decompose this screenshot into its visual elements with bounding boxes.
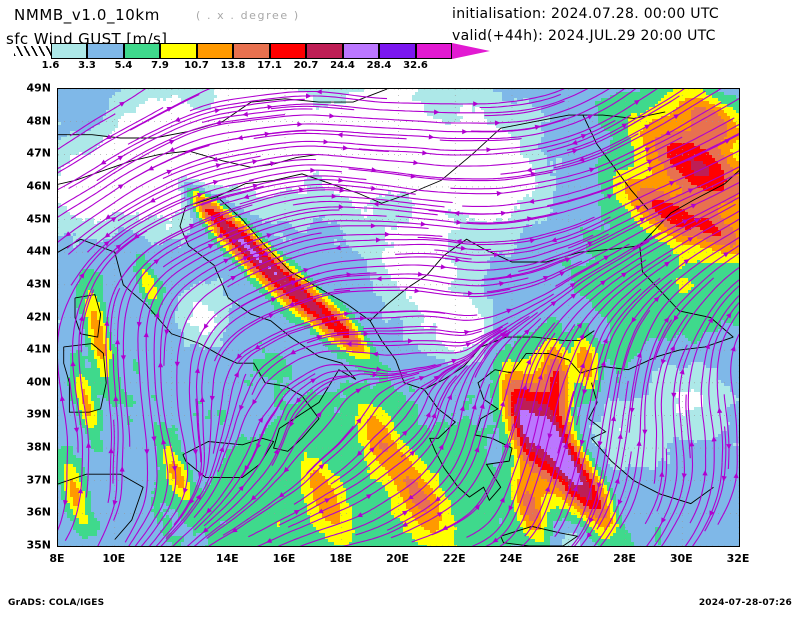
y-axis-label-43N: 43N xyxy=(26,277,51,291)
x-axis-label-14E: 14E xyxy=(215,552,239,565)
colorbar-segment-5 xyxy=(196,43,233,59)
colorbar-segment-10 xyxy=(379,43,416,59)
colorbar-tick-32.6: 32.6 xyxy=(403,60,428,71)
colorbar-tick-17.1: 17.1 xyxy=(257,60,282,71)
x-axis-label-26E: 26E xyxy=(556,552,580,565)
colorbar-tick-5.4: 5.4 xyxy=(114,60,133,71)
y-axis-label-36N: 36N xyxy=(26,505,51,519)
colorbar-tick-20.7: 20.7 xyxy=(293,60,319,71)
colorbar-tick-13.8: 13.8 xyxy=(220,60,246,71)
y-axis-label-40N: 40N xyxy=(26,375,51,389)
x-axis-label-24E: 24E xyxy=(499,552,523,565)
colorbar-over-arrow xyxy=(452,43,490,59)
y-axis-label-37N: 37N xyxy=(26,473,51,487)
y-axis-label-48N: 48N xyxy=(26,114,51,128)
render-timestamp: 2024-07-28-07:26 xyxy=(698,598,792,608)
colorbar-tick-3.3: 3.3 xyxy=(78,60,96,71)
x-axis-label-12E: 12E xyxy=(159,552,182,565)
x-axis-label-10E: 10E xyxy=(102,552,126,565)
x-axis-label-20E: 20E xyxy=(386,552,409,565)
model-title: NMMB_v1.0_10km xyxy=(14,6,160,24)
colorbar: 1.6 3.3 5.4 7.9 10.7 13.8 17.1 20.7 24.4 28.4 32.6 xyxy=(14,43,490,71)
colorbar-segment-6 xyxy=(233,43,270,59)
x-axis-label-8E: 8E xyxy=(49,552,65,565)
x-axis-label-22E: 22E xyxy=(442,552,466,565)
initialisation-time: initialisation: 2024.07.28. 00:00 UTC xyxy=(452,6,719,22)
wind-gust-field xyxy=(58,89,739,546)
x-axis-label-18E: 18E xyxy=(329,552,353,565)
valid-time: valid(+44h): 2024.JUL.29 20:00 UTC xyxy=(452,28,716,44)
y-axis-label-44N: 44N xyxy=(26,244,51,258)
colorbar-tick-1.6: 1.6 xyxy=(41,60,60,71)
y-axis-label-38N: 38N xyxy=(26,440,51,454)
x-axis-label-30E: 30E xyxy=(669,552,693,565)
y-axis-label-42N: 42N xyxy=(26,310,51,323)
credit-label: GrADS: COLA/IGES xyxy=(8,598,105,608)
colorbar-segment-11 xyxy=(415,43,452,59)
y-axis-label-39N: 39N xyxy=(26,407,51,421)
colorbar-segment-3 xyxy=(123,43,160,59)
colorbar-tick-10.7: 10.7 xyxy=(184,60,209,71)
map-plot-area xyxy=(57,88,740,547)
x-axis-label-16E: 16E xyxy=(272,552,296,565)
colorbar-segment-4 xyxy=(160,43,197,59)
colorbar-tick-28.4: 28.4 xyxy=(366,60,392,71)
y-axis-label-45N: 45N xyxy=(26,212,51,226)
x-axis-label-32E: 32E xyxy=(726,552,750,565)
colorbar-segment-0 xyxy=(14,46,51,56)
colorbar-tick-24.4: 24.4 xyxy=(330,60,355,71)
colorbar-segment-8 xyxy=(306,43,343,59)
colorbar-segment-1 xyxy=(50,43,87,59)
colorbar-segment-7 xyxy=(269,43,306,59)
colorbar-tick-7.9: 7.9 xyxy=(151,60,169,71)
x-axis-label-28E: 28E xyxy=(613,552,636,565)
y-axis-label-47N: 47N xyxy=(26,146,51,160)
colorbar-segment-9 xyxy=(342,43,379,59)
y-axis-label-35N: 35N xyxy=(26,538,51,552)
y-axis-label-41N: 41N xyxy=(26,342,51,356)
y-axis-label-49N: 49N xyxy=(26,81,51,95)
y-axis-label-46N: 46N xyxy=(26,179,51,193)
colorbar-segment-2 xyxy=(87,43,124,59)
grid-note: ( . x . degree ) xyxy=(196,9,300,22)
